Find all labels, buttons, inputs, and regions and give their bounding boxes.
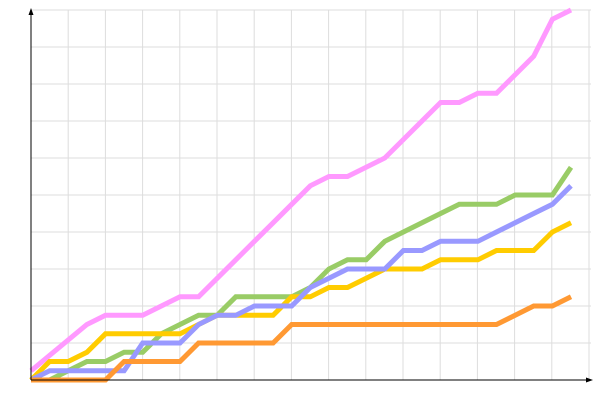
series-line-4	[29, 184, 573, 383]
series-line-5	[31, 294, 573, 383]
axes	[28, 8, 593, 383]
x-axis-arrow-icon	[586, 377, 593, 383]
series-line-3	[29, 220, 573, 382]
series-line-2	[31, 165, 574, 383]
series-group	[29, 7, 574, 383]
y-axis-arrow-icon	[28, 8, 34, 15]
series-line-1	[29, 7, 573, 373]
